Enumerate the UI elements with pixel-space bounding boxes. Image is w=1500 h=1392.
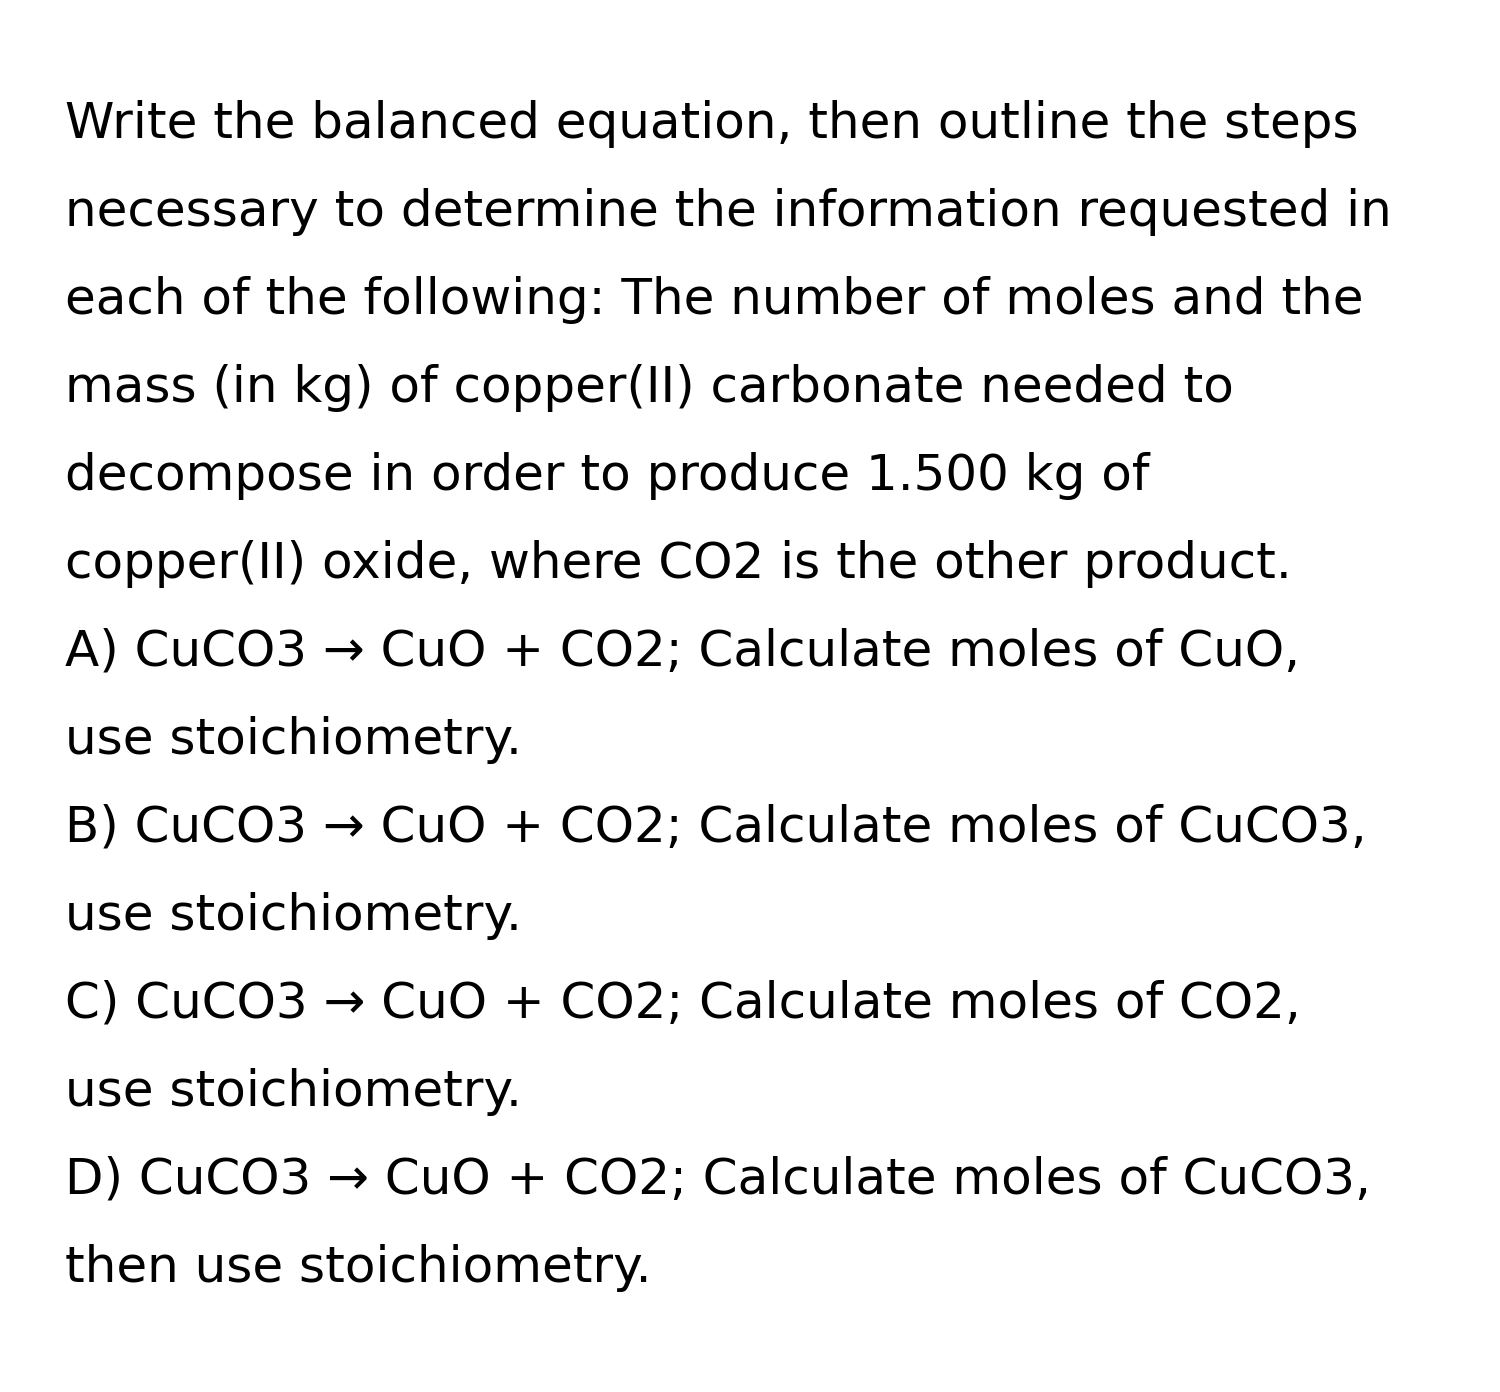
Text: use stoichiometry.: use stoichiometry. xyxy=(64,715,522,764)
Text: B) CuCO3 → CuO + CO2; Calculate moles of CuCO3,: B) CuCO3 → CuO + CO2; Calculate moles of… xyxy=(64,805,1366,852)
Text: copper(II) oxide, where CO2 is the other product.: copper(II) oxide, where CO2 is the other… xyxy=(64,540,1292,587)
Text: necessary to determine the information requested in: necessary to determine the information r… xyxy=(64,188,1392,237)
Text: D) CuCO3 → CuO + CO2; Calculate moles of CuCO3,: D) CuCO3 → CuO + CO2; Calculate moles of… xyxy=(64,1155,1371,1204)
Text: use stoichiometry.: use stoichiometry. xyxy=(64,892,522,940)
Text: then use stoichiometry.: then use stoichiometry. xyxy=(64,1244,651,1292)
Text: mass (in kg) of copper(II) carbonate needed to: mass (in kg) of copper(II) carbonate nee… xyxy=(64,363,1234,412)
Text: A) CuCO3 → CuO + CO2; Calculate moles of CuO,: A) CuCO3 → CuO + CO2; Calculate moles of… xyxy=(64,628,1300,677)
Text: each of the following: The number of moles and the: each of the following: The number of mol… xyxy=(64,276,1364,324)
Text: decompose in order to produce 1.500 kg of: decompose in order to produce 1.500 kg o… xyxy=(64,452,1149,500)
Text: use stoichiometry.: use stoichiometry. xyxy=(64,1068,522,1116)
Text: Write the balanced equation, then outline the steps: Write the balanced equation, then outlin… xyxy=(64,100,1359,148)
Text: C) CuCO3 → CuO + CO2; Calculate moles of CO2,: C) CuCO3 → CuO + CO2; Calculate moles of… xyxy=(64,980,1300,1029)
